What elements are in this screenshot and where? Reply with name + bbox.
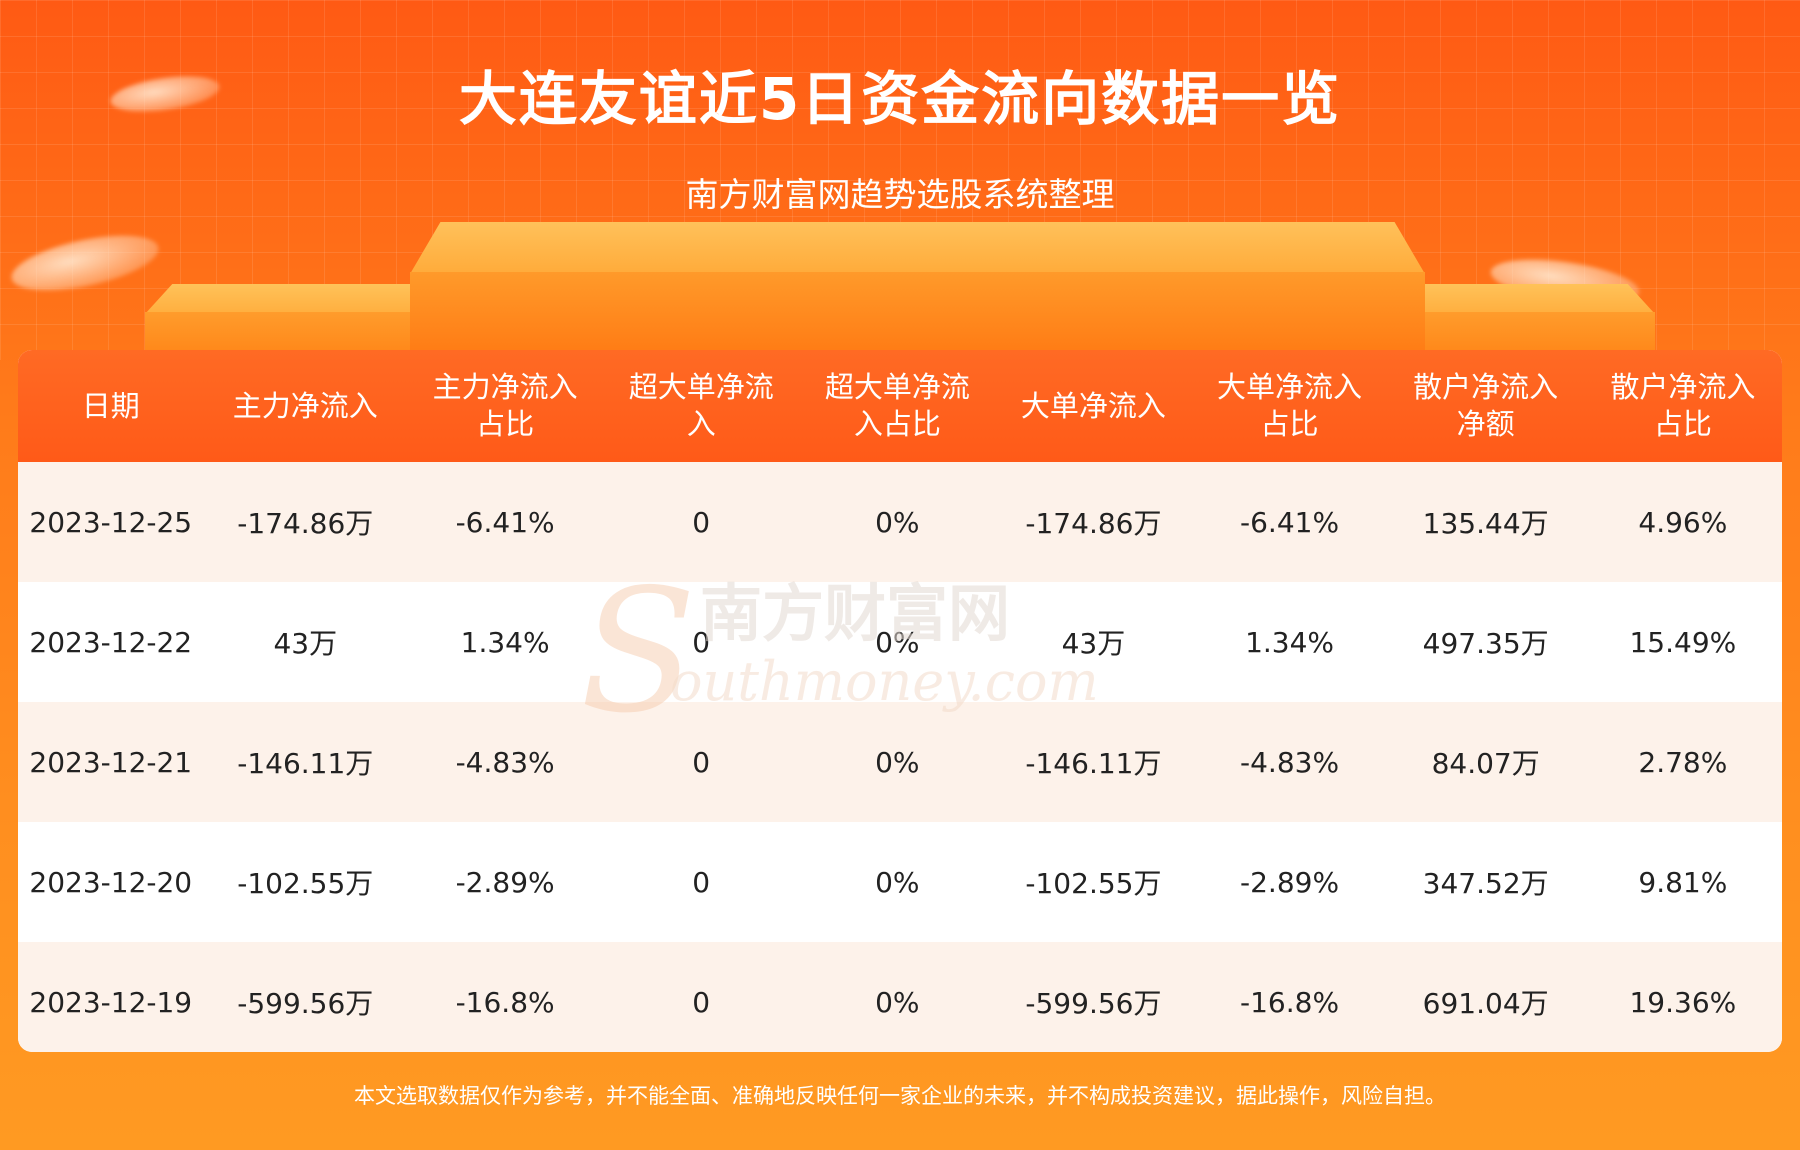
column-header-line: 散户净流入 — [1413, 370, 1559, 404]
table-cell: 0% — [875, 985, 920, 1019]
table-cell: 1.34% — [460, 625, 550, 659]
table-cell: -102.55万 — [1025, 867, 1162, 900]
column-header: 超大单净流入 — [603, 350, 799, 462]
table-cell: 19.36% — [1629, 985, 1737, 1019]
table-row: 2023-12-25 -174.86万 -6.41% 0 0% -174.86万 -6.41… — [18, 462, 1782, 582]
page-subtitle: 南方财富网趋势选股系统整理 — [685, 175, 1115, 214]
column-header-line: 超大单净流 — [628, 370, 774, 404]
table-cell: -146.11万 — [237, 747, 374, 780]
table-cell: 0 — [692, 985, 711, 1019]
table-row: 2023-12-19 -599.56万 -16.8% 0 0% -599.56万 -16.8… — [18, 942, 1782, 1052]
table-cell: 0 — [692, 865, 711, 899]
column-header-line: 主力净流入 — [432, 370, 578, 404]
column-header-line: 占比 — [476, 407, 535, 441]
table-cell: 0% — [875, 745, 920, 779]
table-cell: 1.34% — [1245, 625, 1335, 659]
table-cell: 4.96% — [1638, 505, 1728, 539]
column-header: 散户净流入 占比 — [1584, 350, 1782, 462]
table-cell: -4.83% — [1240, 745, 1340, 779]
table-cell: 9.81% — [1638, 865, 1728, 899]
table-cell: -146.11万 — [1025, 747, 1162, 780]
table-cell: 15.49% — [1629, 625, 1737, 659]
table-body: 2023-12-25 -174.86万 -6.41% 0 0% -174.86万 -6.41… — [18, 462, 1782, 1052]
pedestal-main-top — [410, 222, 1425, 274]
table-cell: -599.56万 — [1025, 987, 1162, 1020]
table-cell: 2023-12-25 — [29, 505, 193, 539]
table-cell: 0 — [692, 745, 711, 779]
column-header-line: 入占比 — [853, 407, 941, 441]
page-title: 大连友谊近5日资金流向数据一览 — [458, 65, 1342, 133]
column-header-line: 占比 — [1260, 407, 1319, 441]
table-cell: 2023-12-22 — [29, 625, 193, 659]
table-cell: -4.83% — [455, 745, 555, 779]
table-row: 2023-12-22 43万 1.34% 0 0% 43万 1.34% 497.35万 15.4… — [18, 582, 1782, 702]
column-header-line: 占比 — [1653, 407, 1712, 441]
column-header: 超大单净流 入占比 — [799, 350, 995, 462]
table-cell: 347.52万 — [1422, 867, 1549, 900]
column-header: 日期 — [18, 350, 204, 462]
column-header-line: 日期 — [81, 388, 140, 423]
column-header-line: 入 — [686, 407, 716, 441]
fund-flow-table: 日期 主力净流入 主力净流入 占比 超大单净流入超大单净流 入占比 大单净流入 大单净流入 占比… — [18, 350, 1782, 1052]
column-header-line: 主力净流入 — [232, 388, 378, 423]
table-cell: -2.89% — [455, 865, 555, 899]
table-cell: 0% — [875, 505, 920, 539]
table-cell: 2023-12-19 — [29, 985, 193, 1019]
table-row: 2023-12-21 -146.11万 -4.83% 0 0% -146.11万 -4.83… — [18, 702, 1782, 822]
table-cell: 43万 — [1061, 627, 1126, 660]
table-cell: 43万 — [273, 627, 338, 660]
table-cell: -2.89% — [1240, 865, 1340, 899]
table-row: 2023-12-20 -102.55万 -2.89% 0 0% -102.55万 -2.89… — [18, 822, 1782, 942]
column-header-line: 大单净流入 — [1217, 370, 1363, 404]
column-header: 散户净流入 净额 — [1388, 350, 1584, 462]
column-header: 主力净流入 占比 — [407, 350, 603, 462]
table-cell: 497.35万 — [1422, 627, 1549, 660]
column-header-line: 超大单净流 — [824, 370, 970, 404]
table-cell: 135.44万 — [1422, 507, 1549, 540]
table-cell: 0 — [692, 505, 711, 539]
table-cell: 691.04万 — [1422, 987, 1549, 1020]
table-cell: -102.55万 — [237, 867, 374, 900]
table-cell: 0% — [875, 865, 920, 899]
pedestal-main-front — [410, 272, 1425, 352]
table-cell: -16.8% — [455, 985, 555, 1019]
column-header: 主力净流入 — [204, 350, 408, 462]
column-header: 大单净流入 占比 — [1191, 350, 1387, 462]
column-header-line: 净额 — [1456, 407, 1515, 441]
column-header-line: 大单净流入 — [1020, 388, 1166, 423]
table-cell: 2023-12-21 — [29, 745, 193, 779]
table-cell: -174.86万 — [1025, 507, 1162, 540]
table-cell: 0% — [875, 625, 920, 659]
column-header-line: 散户净流入 — [1610, 370, 1756, 404]
table-cell: 84.07万 — [1431, 747, 1540, 780]
table-cell: 2.78% — [1638, 745, 1728, 779]
data-table-card: 日期 主力净流入 主力净流入 占比 超大单净流入超大单净流 入占比 大单净流入 大单净流入 占比… — [18, 350, 1782, 1052]
table-header-row: 日期 主力净流入 主力净流入 占比 超大单净流入超大单净流 入占比 大单净流入 大单净流入 占比… — [18, 350, 1782, 462]
disclaimer-text: 本文选取数据仅作为参考，并不能全面、准确地反映任何一家企业的未来，并不构成投资建… — [354, 1084, 1446, 1108]
table-cell: -16.8% — [1240, 985, 1340, 1019]
table-cell: -174.86万 — [237, 507, 374, 540]
column-header: 大单净流入 — [995, 350, 1191, 462]
table-cell: 2023-12-20 — [29, 865, 193, 899]
table-cell: -6.41% — [455, 505, 555, 539]
table-cell: -6.41% — [1240, 505, 1340, 539]
table-cell: 0 — [692, 625, 711, 659]
table-cell: -599.56万 — [237, 987, 374, 1020]
